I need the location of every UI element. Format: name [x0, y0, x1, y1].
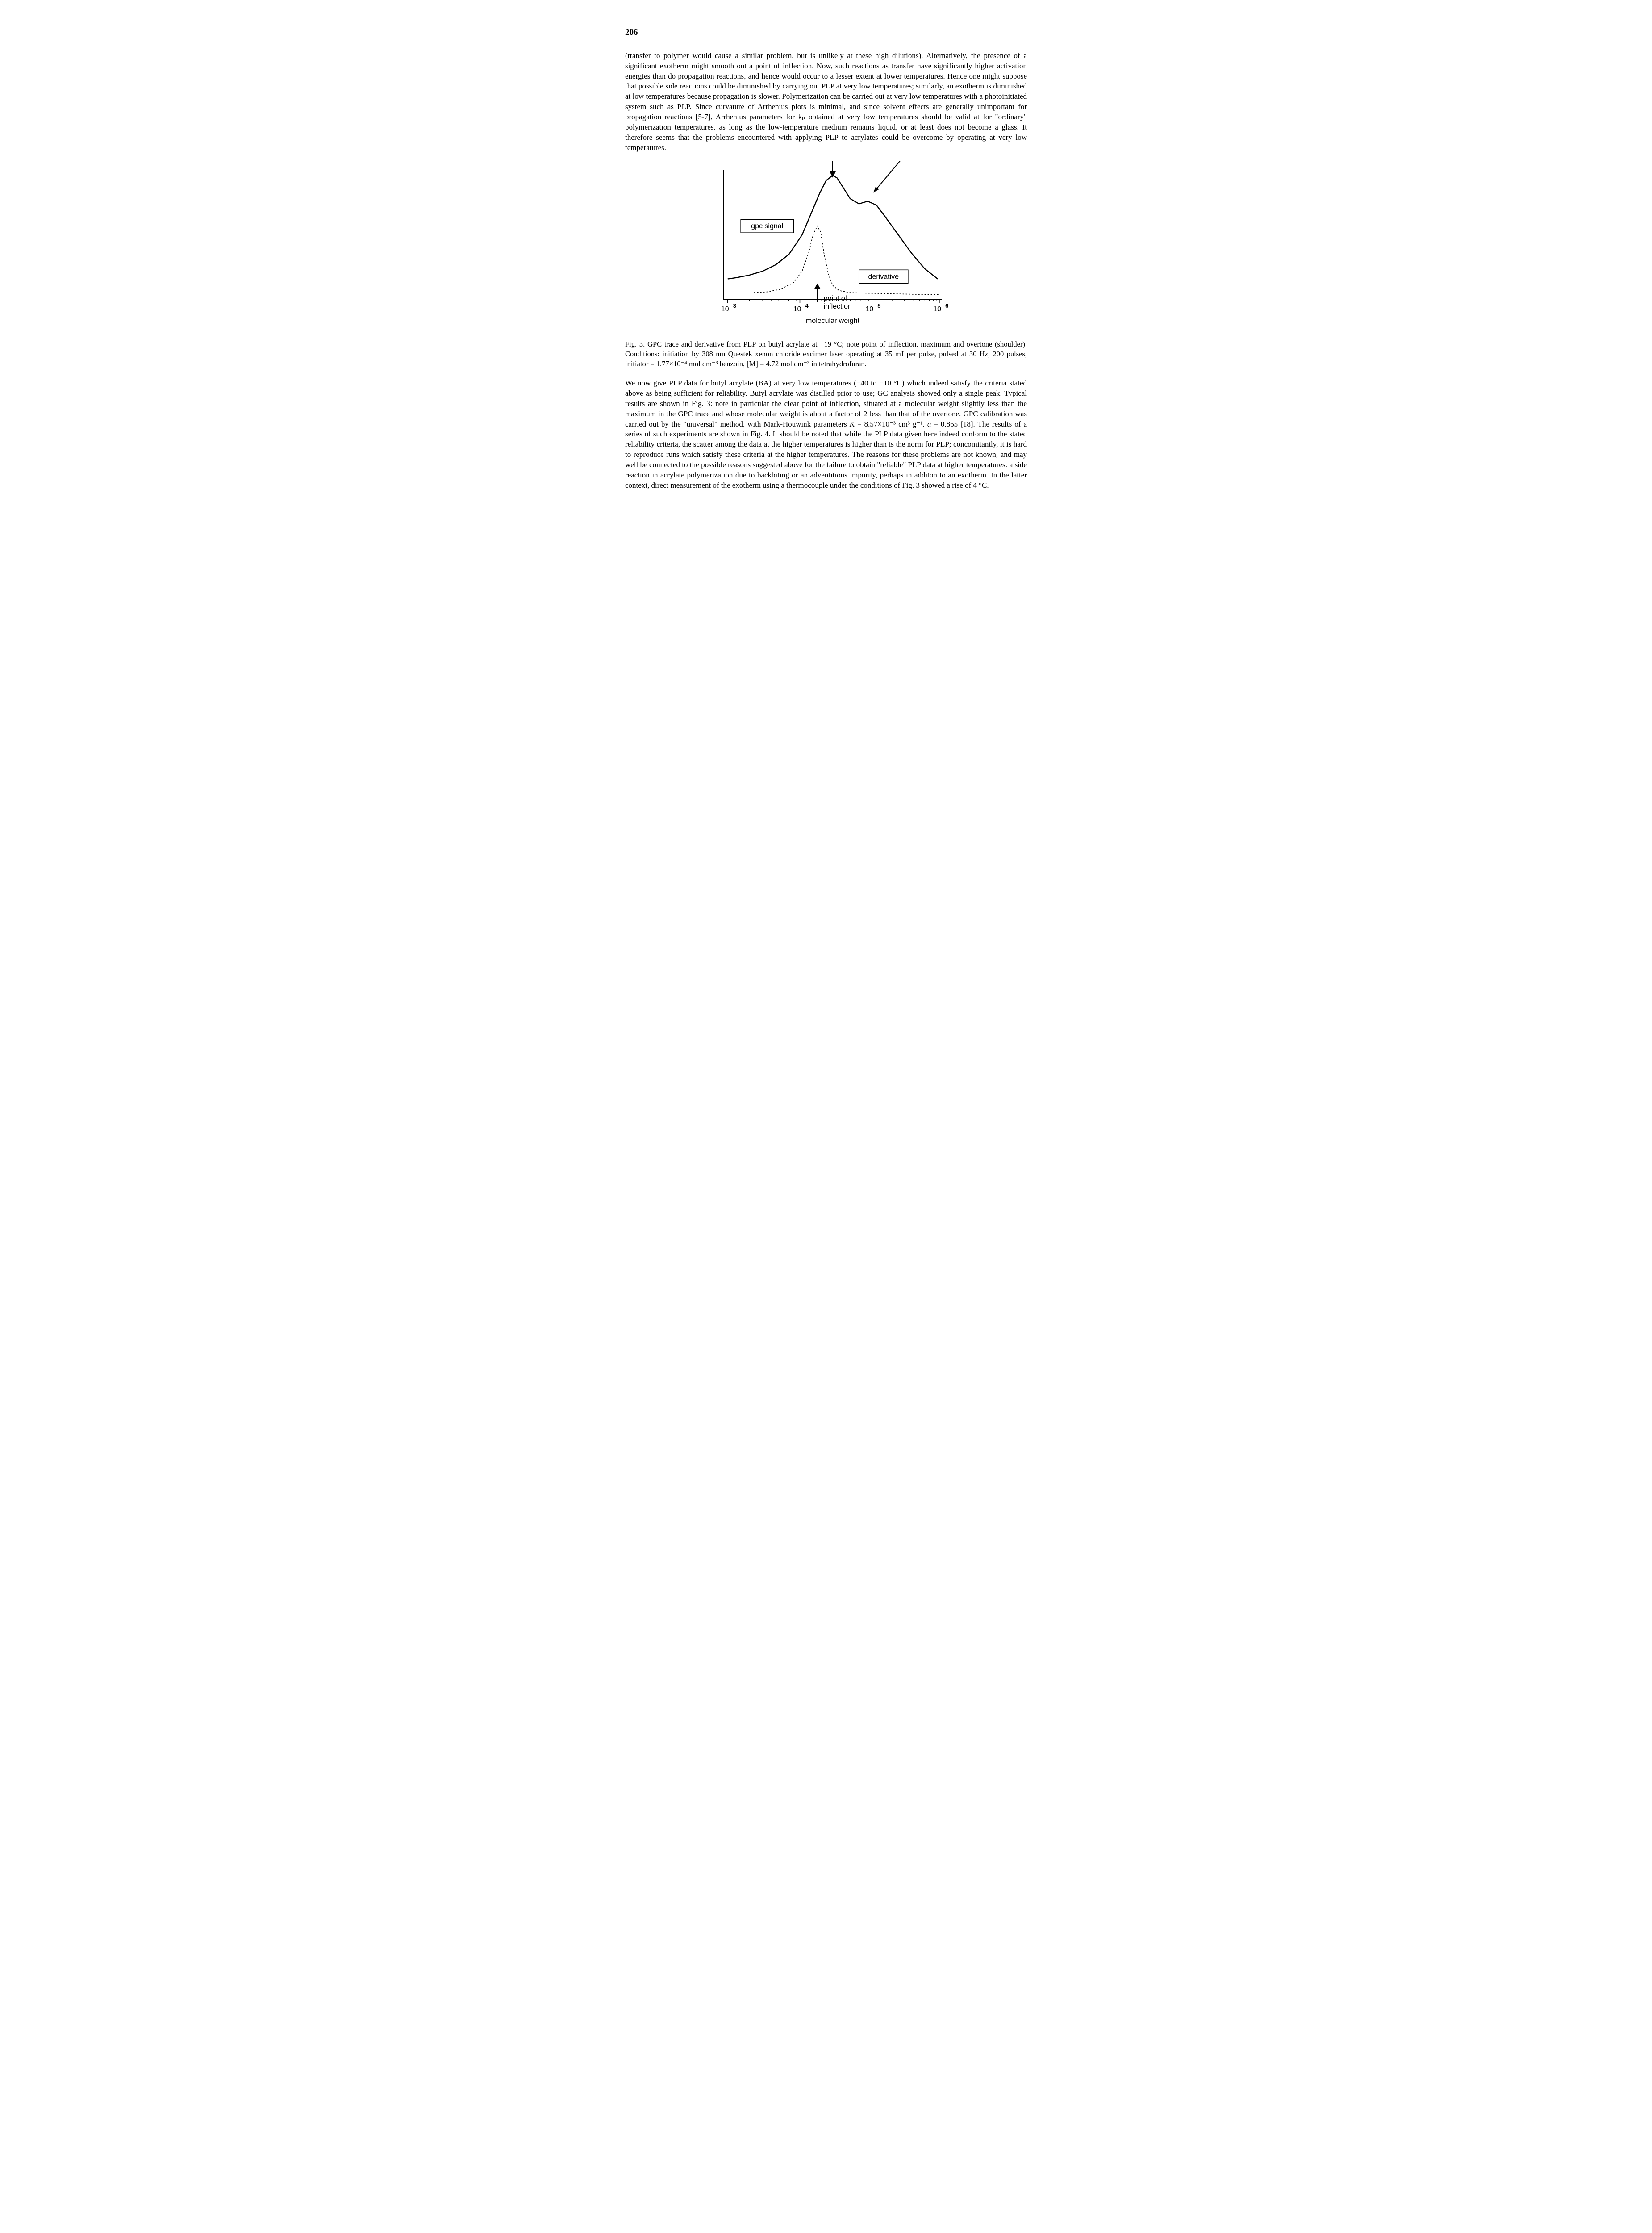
page-number: 206 [625, 27, 1027, 38]
svg-text:10: 10 [793, 305, 801, 313]
svg-text:inflection: inflection [824, 303, 852, 310]
svg-text:5: 5 [877, 302, 880, 309]
figure-3-caption: Fig. 3. GPC trace and derivative from PL… [625, 339, 1027, 369]
svg-text:3: 3 [733, 302, 736, 309]
figure-3-svg: 103104105106molecular weightmaximumovert… [701, 161, 951, 331]
svg-text:10: 10 [721, 305, 729, 313]
svg-text:10: 10 [933, 305, 941, 313]
svg-text:4: 4 [805, 302, 809, 309]
svg-text:10: 10 [865, 305, 873, 313]
svg-text:6: 6 [945, 302, 948, 309]
svg-text:point of: point of [824, 295, 847, 302]
svg-text:gpc signal: gpc signal [751, 222, 783, 230]
paragraph-1: (transfer to polymer would cause a simil… [625, 51, 1027, 153]
paragraph-2: We now give PLP data for butyl acrylate … [625, 378, 1027, 491]
svg-text:derivative: derivative [868, 273, 899, 280]
svg-text:molecular weight: molecular weight [806, 317, 860, 325]
figure-3: 103104105106molecular weightmaximumovert… [625, 161, 1027, 334]
